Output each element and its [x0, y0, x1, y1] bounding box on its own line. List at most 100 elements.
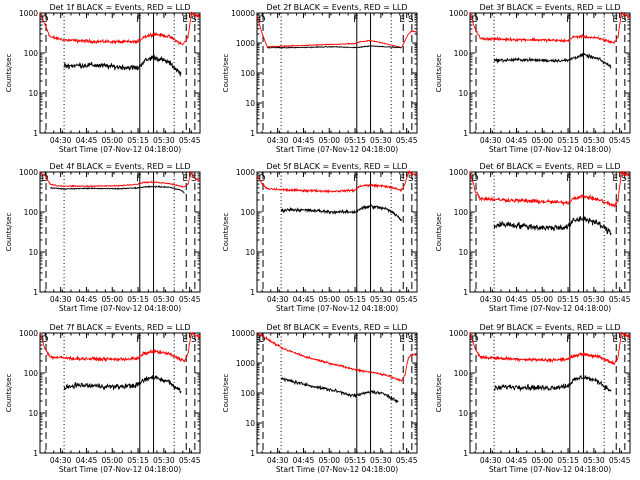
x-tick-label: 05:00: [101, 295, 123, 304]
x-tick-label: 05:15: [557, 295, 579, 304]
y-tick-label: 1000: [236, 168, 255, 177]
chart-panel-7: Det 7f BLACK = Events, RED = LLD 1 10 100 10…: [5, 323, 201, 474]
marker-label: E: [612, 335, 618, 345]
y-tick-label: 1: [463, 129, 468, 138]
x-tick-label: 05:45: [396, 295, 418, 304]
x-tick-label: 04:30: [267, 136, 289, 145]
y-axis-label: Counts/sec: [435, 213, 443, 252]
chart-title: Det 3f BLACK = Events, RED = LLD: [479, 3, 620, 12]
x-tick-label: 05:15: [344, 456, 366, 465]
series-events: [50, 185, 185, 194]
x-tick-label: 05:45: [609, 456, 631, 465]
chart-title: Det 4f BLACK = Events, RED = LLD: [49, 162, 190, 171]
marker-label: E: [612, 174, 618, 184]
x-tick-label: 05:45: [609, 136, 631, 145]
series-events: [63, 54, 182, 77]
x-tick-label: 05:00: [318, 295, 340, 304]
x-tick-label: 04:45: [506, 456, 528, 465]
series-lld: [469, 11, 630, 45]
x-tick-label: 04:30: [480, 456, 502, 465]
marker-label: S: [191, 335, 197, 345]
marker-label: F: [136, 15, 141, 25]
x-tick-label: 05:45: [179, 456, 201, 465]
y-tick-label: 100: [24, 208, 39, 217]
x-axis-label: Start Time (07-Nov-12 04:18:00): [489, 465, 611, 474]
x-axis-label: Start Time (07-Nov-12 04:18:00): [276, 304, 398, 313]
plot-frame: [469, 171, 631, 293]
y-tick-label: 1000: [236, 39, 255, 48]
y-tick-label: 1: [33, 129, 38, 138]
x-tick-label: 05:30: [583, 456, 605, 465]
y-tick-label: 1: [250, 129, 255, 138]
y-tick-label: 100: [24, 49, 39, 58]
y-tick-label: 10: [28, 248, 38, 257]
y-tick-label: 100: [241, 389, 256, 398]
marker-label: S: [408, 174, 414, 184]
chart-title: Det 8f BLACK = Events, RED = LLD: [266, 323, 407, 332]
x-tick-label: 05:30: [583, 136, 605, 145]
x-tick-label: 05:45: [609, 295, 631, 304]
y-tick-label: 1: [250, 288, 255, 297]
marker-label: D: [259, 15, 266, 25]
x-axis-label: Start Time (07-Nov-12 04:18:00): [276, 465, 398, 474]
y-tick-label: 100: [454, 369, 469, 378]
y-tick-label: 10: [245, 99, 255, 108]
marker-label: F: [566, 174, 571, 184]
plot-frame: [39, 171, 201, 293]
y-axis-label: Counts/sec: [5, 54, 13, 93]
marker-label: S: [191, 15, 197, 25]
marker-label: E: [182, 335, 188, 345]
x-tick-label: 05:30: [370, 295, 392, 304]
x-tick-label: 04:45: [293, 456, 315, 465]
x-tick-label: 05:30: [153, 136, 175, 145]
series-lld: [39, 331, 201, 363]
x-axis-label: Start Time (07-Nov-12 04:18:00): [59, 145, 181, 154]
y-tick-label: 10: [28, 89, 38, 98]
x-tick-label: 05:45: [179, 136, 201, 145]
y-tick-label: 10: [28, 409, 38, 418]
y-tick-label: 1: [463, 288, 468, 297]
x-tick-label: 05:15: [557, 456, 579, 465]
marker-label: D: [472, 335, 479, 345]
x-tick-label: 05:00: [531, 295, 553, 304]
chart-panel-3: Det 3f BLACK = Events, RED = LLD 1 10 100 10…: [435, 3, 631, 154]
x-tick-label: 05:30: [370, 456, 392, 465]
x-tick-label: 04:45: [506, 136, 528, 145]
y-tick-label: 1: [250, 449, 255, 458]
plot-frame: [39, 332, 201, 454]
x-tick-label: 05:30: [153, 456, 175, 465]
x-tick-label: 04:45: [293, 295, 315, 304]
marker-label: D: [259, 335, 266, 345]
marker-label: E: [399, 15, 405, 25]
marker-label: F: [353, 15, 358, 25]
y-tick-label: 10000: [231, 329, 255, 338]
x-tick-label: 05:15: [127, 136, 149, 145]
marker-label: E: [182, 174, 188, 184]
chart-panel-8: Det 8f BLACK = Events, RED = LLD 1 10 100 10…: [222, 323, 418, 474]
y-tick-label: 1000: [19, 329, 38, 338]
y-axis-label: Counts/sec: [222, 54, 230, 93]
marker-label: E: [612, 15, 618, 25]
y-tick-label: 100: [454, 208, 469, 217]
y-tick-label: 100: [241, 69, 256, 78]
y-tick-label: 1000: [449, 329, 468, 338]
x-tick-label: 05:00: [318, 136, 340, 145]
series-events: [493, 52, 612, 69]
x-tick-label: 05:45: [396, 136, 418, 145]
marker-label: F: [136, 335, 141, 345]
x-tick-label: 04:30: [50, 295, 72, 304]
x-tick-label: 04:30: [480, 295, 502, 304]
series-lld: [469, 170, 631, 208]
x-tick-label: 04:45: [506, 295, 528, 304]
x-tick-label: 05:15: [344, 295, 366, 304]
y-axis-label: Counts/sec: [222, 374, 230, 413]
y-tick-label: 100: [24, 369, 39, 378]
x-axis-label: Start Time (07-Nov-12 04:18:00): [59, 465, 181, 474]
chart-title: Det 9f BLACK = Events, RED = LLD: [479, 323, 620, 332]
x-axis-label: Start Time (07-Nov-12 04:18:00): [276, 145, 398, 154]
x-tick-label: 05:45: [396, 456, 418, 465]
series-lld: [39, 11, 201, 46]
series-lld: [256, 15, 418, 49]
y-axis-label: Counts/sec: [5, 213, 13, 252]
